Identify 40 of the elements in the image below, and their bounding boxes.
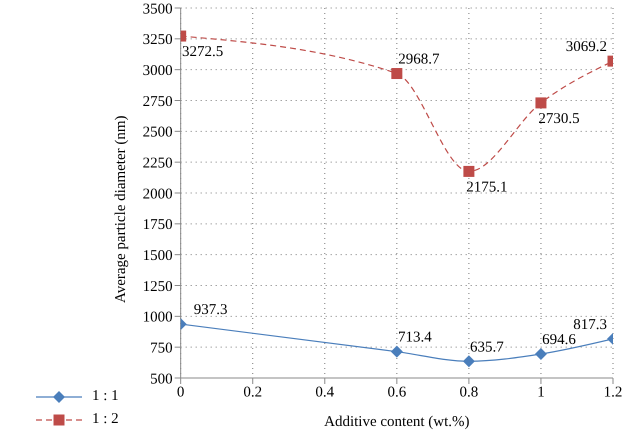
data-label: 937.3 [194,302,228,318]
legend-label: 1 : 2 [92,411,119,428]
point [390,346,403,358]
data-label: 2730.5 [538,110,580,127]
point [391,68,402,80]
y-tick-label: 500 [150,371,173,388]
data-label: 3069.2 [566,39,607,56]
x-tick-label: 1 [537,384,545,401]
data-label: 694.6 [542,332,576,348]
y-tick-label: 3000 [142,62,173,79]
x-tick-label: 0 [176,384,184,401]
data-label: 635.7 [470,339,504,356]
y-tick-label: 2250 [142,155,173,172]
legend-label: 1 : 1 [92,388,119,405]
data-label: 817.3 [573,316,607,333]
y-tick-label: 1250 [142,278,173,295]
y-tick-label: 2500 [142,124,173,141]
point [462,355,475,368]
x-tick-label: 0.8 [460,384,478,401]
point [535,97,546,108]
x-tick-label: 1.2 [604,384,622,401]
point [534,348,547,360]
y-tick-label: 3500 [142,1,173,18]
y-tick-label: 750 [150,340,173,356]
y-tick-label: 2000 [142,186,173,202]
y-tick-label: 1500 [142,248,173,264]
point [463,166,474,177]
y-axis-title: Average particle diameter (nm) [112,115,129,303]
x-tick-label: 0.6 [387,384,407,401]
x-tick-label: 0.2 [243,384,262,401]
y-tick-label: 1000 [142,310,173,326]
data-label: 3272.5 [182,44,224,60]
y-tick-label: 1750 [142,217,173,234]
y-tick-label: 2750 [142,94,173,110]
data-label: 713.4 [398,330,432,346]
x-tick-label: 0.4 [315,384,335,401]
y-tick-label: 3250 [142,32,173,48]
data-label: 2968.7 [398,52,440,68]
x-axis-title: Additive content (wt.%) [324,414,470,430]
data-label: 2175.1 [466,179,508,196]
